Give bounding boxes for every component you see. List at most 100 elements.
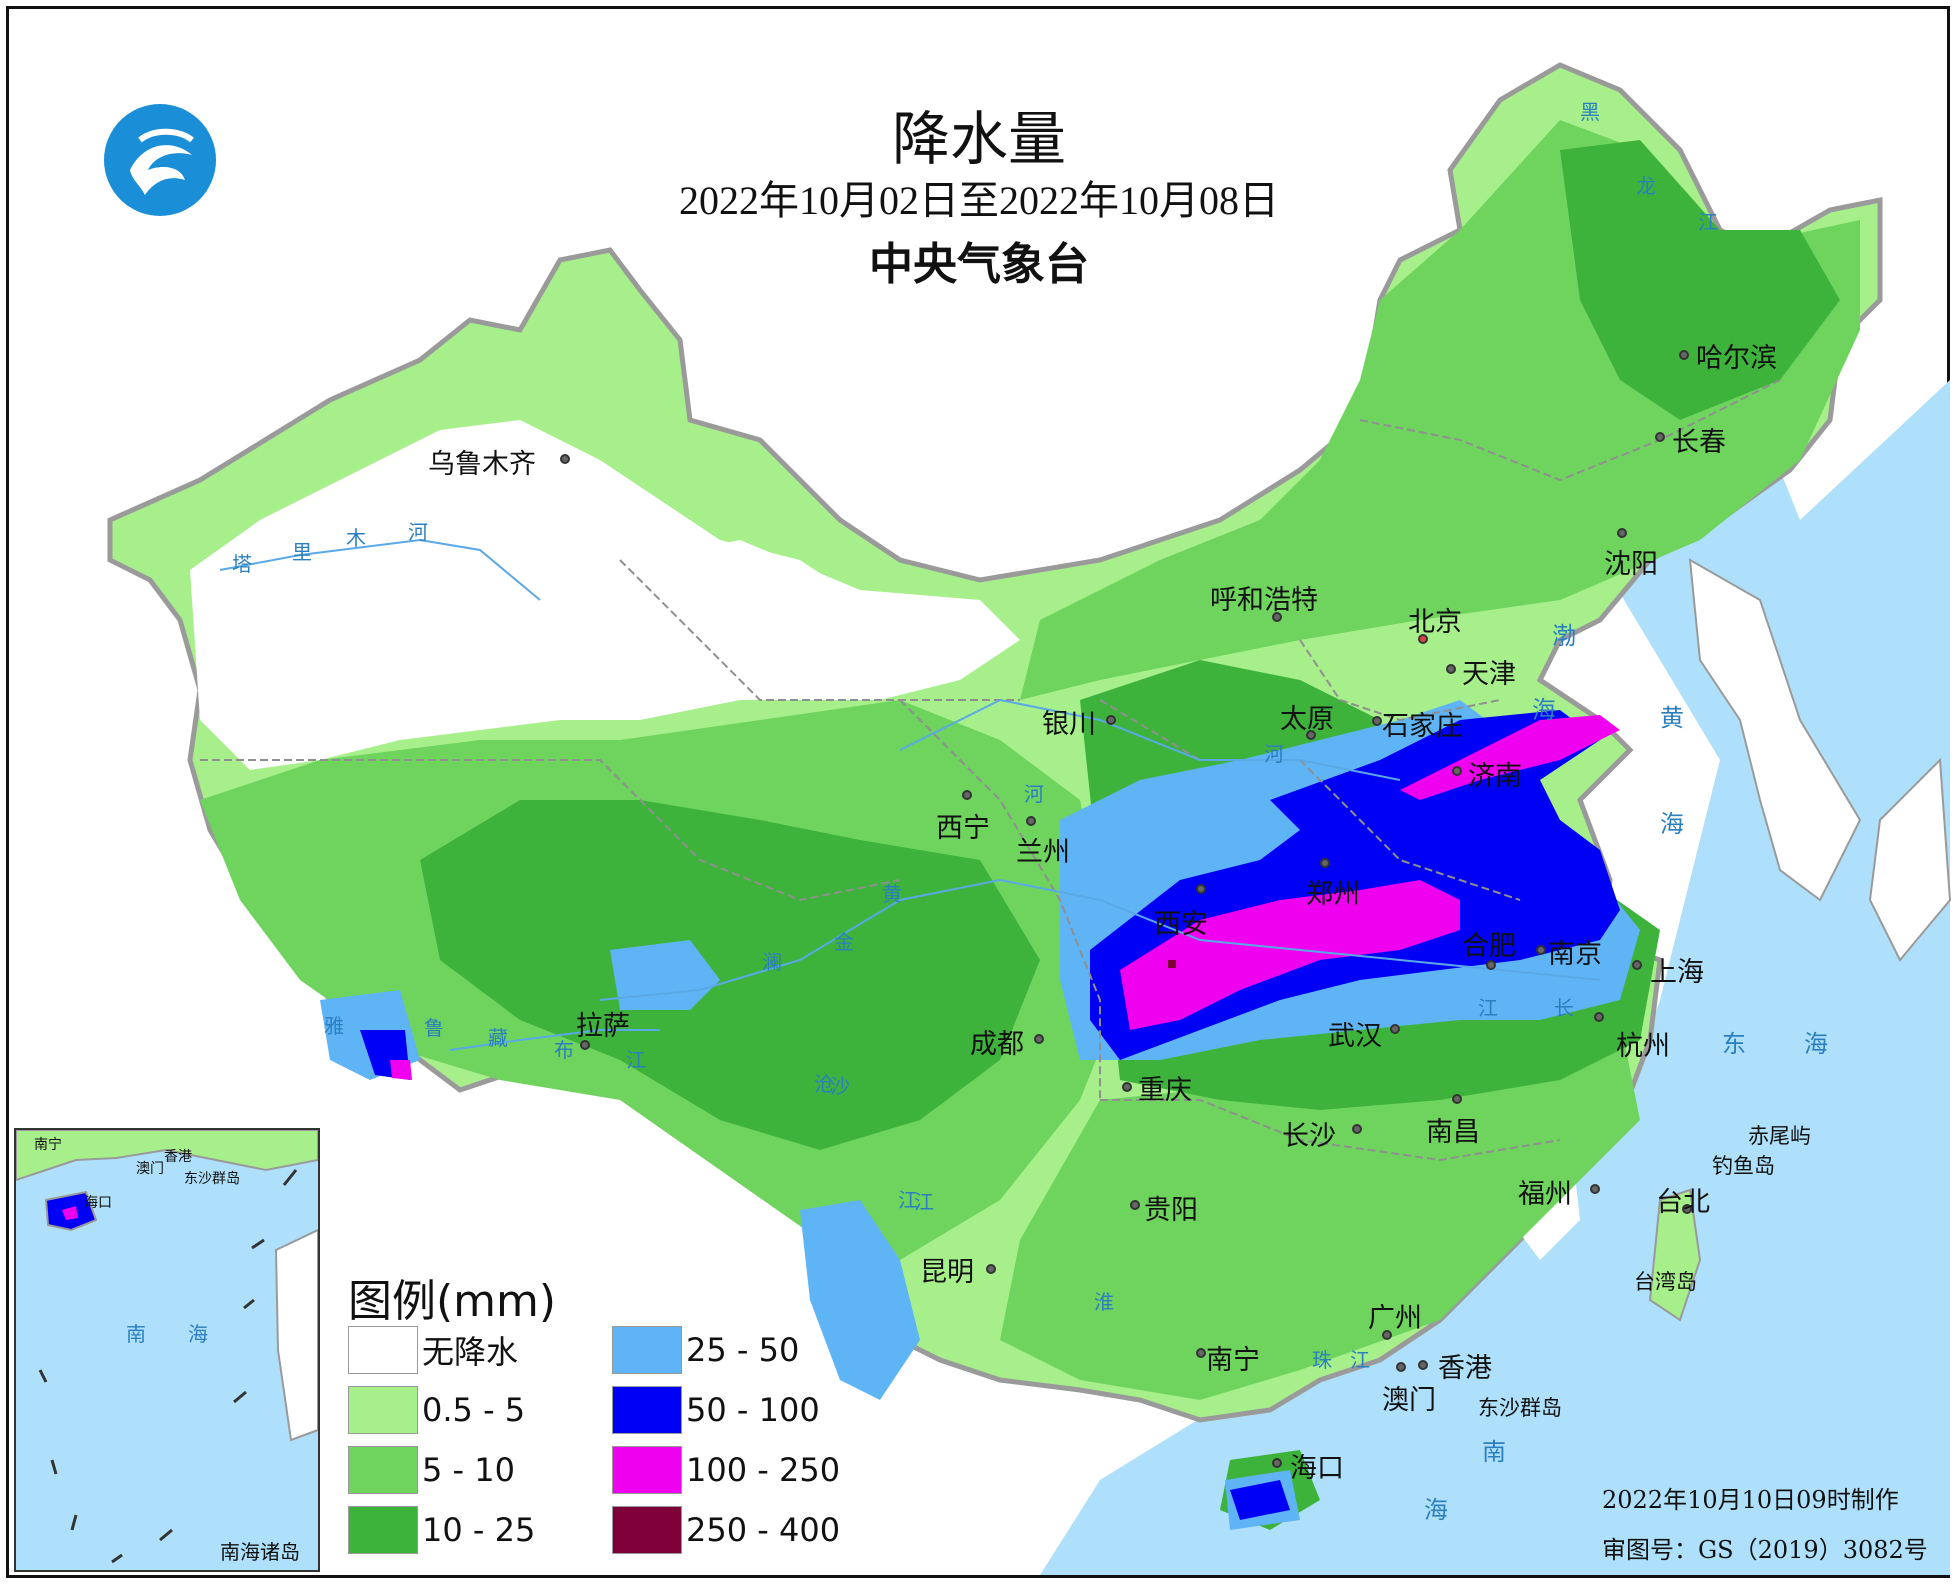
city-hohhot: 呼和浩特 [1210,585,1318,616]
river-char-huang1: 黄 [882,882,902,906]
sea-bohai-1: 渤 [1552,622,1576,650]
river-char-jiang3: 江 [914,1190,934,1214]
city-dot-macau [1396,1362,1406,1372]
river-char-zang: 藏 [488,1026,508,1050]
precip-100-250-tibet [390,1060,412,1080]
city-kunming: 昆明 [920,1257,974,1288]
legend-swatch [348,1326,418,1374]
city-dot-guiyang [1130,1200,1140,1210]
river-char-sha: 沙 [830,1074,850,1098]
city-dot-hongkong [1418,1360,1428,1370]
inset-label-haikou: 海口 [84,1195,112,1211]
label-dongsha: 东沙群岛 [1478,1396,1562,1420]
city-dot-kunming [986,1264,996,1274]
japan [1868,757,1952,962]
city-chongqing: 重庆 [1138,1075,1192,1106]
city-dot-hangzhou [1594,1012,1604,1022]
river-char-mu: 木 [346,526,366,550]
inset-label-macau: 澳门 [136,1161,164,1177]
legend-label: 10 - 25 [422,1511,536,1549]
city-zhengzhou: 郑州 [1306,879,1360,910]
precip-10-25-tibet [420,800,1040,1150]
sea-south-1: 南 [1482,1438,1506,1466]
south-china-sea-inset: 南宁 澳门 香港 东沙群岛 海口 南 海 南海诸岛 [14,1128,320,1572]
legend-item: 0.5 - 5 [348,1386,525,1434]
legend-label: 50 - 100 [686,1391,820,1429]
label-diaoyudao: 钓鱼岛 [1712,1154,1775,1178]
legend-label: 0.5 - 5 [422,1391,526,1429]
river-char-jiang4: 江 [898,1188,918,1212]
city-dot-changchun [1655,432,1665,442]
inset-label-nanning: 南宁 [34,1137,62,1153]
precip-5-10-south [1000,1020,1640,1400]
city-dot-shijiazhuang [1372,716,1382,726]
rivers [219,538,1601,1051]
city-xining: 西宁 [936,813,990,844]
city-fuzhou: 福州 [1518,1179,1572,1210]
precip-25-50-yunnan [800,1200,920,1400]
river-char-zhu: 珠 [1312,1348,1332,1372]
inset-sea-1: 南 [126,1322,146,1346]
river-char-he1: 河 [1024,782,1044,806]
sea-south-2: 海 [1424,1496,1448,1524]
city-dot-taiyuan [1306,730,1316,740]
river-char-bu: 布 [554,1038,574,1062]
city-haikou: 海口 [1290,1453,1344,1484]
city-dot-nanchang [1452,1094,1462,1104]
city-dot-tianjin [1446,664,1456,674]
city-dot-lhasa [580,1040,590,1050]
precip-10-25-east-northeast [1560,140,1840,420]
precip-100-250-shandong [1400,715,1620,800]
legend-label: 5 - 10 [422,1451,515,1489]
precip-25-50-qinghai [610,940,720,1010]
province-borders [200,379,1781,1162]
city-dot-hefei [1486,960,1496,970]
precip-100-250-main [1120,880,1460,1030]
label-taiwan-island: 台湾岛 [1634,1270,1697,1294]
river-char-long: 龙 [1636,174,1656,198]
legend-item: 250 - 400 [612,1506,840,1554]
city-harbin: 哈尔滨 [1696,343,1777,374]
city-dot-wuhan [1390,1024,1400,1034]
city-dot-yinchuan [1106,715,1116,725]
legend-swatch [348,1506,418,1554]
city-dot-fuzhou [1590,1184,1600,1194]
city-dot-xining [962,790,972,800]
city-lanzhou: 兰州 [1016,837,1070,868]
map-title: 降水量 [891,105,1066,173]
city-taiyuan: 太原 [1280,704,1334,735]
city-dot-guangzhou [1382,1330,1392,1340]
city-hongkong: 香港 [1438,1353,1492,1384]
city-yinchuan: 银川 [1042,709,1096,740]
city-dot-harbin [1679,350,1689,360]
city-dot-nanning [1196,1348,1206,1358]
legend-item: 5 - 10 [348,1446,515,1494]
inset-land-mainland [16,1130,318,1182]
city-nanchang: 南昌 [1426,1117,1480,1148]
city-xian: 西安 [1154,909,1208,940]
inset-sea-2: 海 [188,1322,208,1346]
inset-map [16,1130,318,1564]
cma-logo [104,104,216,216]
legend-swatch [348,1446,418,1494]
city-dot-haikou [1272,1458,1282,1468]
made-time: 2022年10月10日09时制作 [1602,1486,1899,1514]
sea-yellow-1: 黄 [1660,704,1684,732]
legend-swatch [612,1386,682,1434]
sea-bohai-2: 海 [1532,696,1556,724]
legend-item: 无降水 [348,1326,518,1374]
inset-title: 南海诸岛 [220,1540,300,1564]
city-dot-beijing [1418,634,1428,644]
river-char-cang: 沧 [814,1072,834,1096]
legend-item: 50 - 100 [612,1386,820,1434]
city-dot-shanghai [1632,960,1642,970]
river-char-jiang1: 江 [626,1048,646,1072]
city-guiyang: 贵阳 [1144,1195,1198,1226]
city-shijiazhuang: 石家庄 [1382,711,1463,742]
river-char-jin: 金 [834,930,854,954]
river-char-huai: 淮 [1094,1290,1114,1314]
river-char-chang: 长 [1554,996,1574,1020]
city-dot-chengdu [1034,1034,1044,1044]
city-tianjin: 天津 [1462,659,1516,690]
